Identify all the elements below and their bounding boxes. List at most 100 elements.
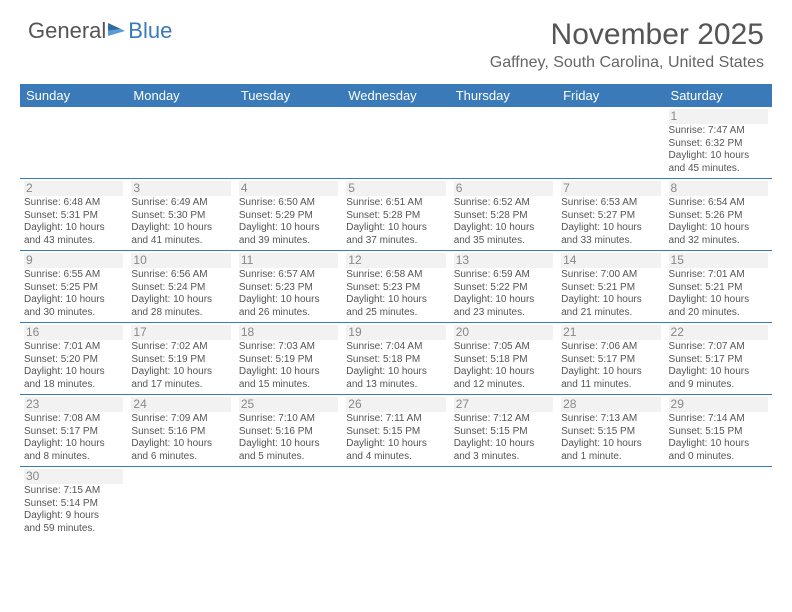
- daylight-text: Daylight: 10 hours: [131, 222, 230, 235]
- sunset-text: Sunset: 5:15 PM: [669, 426, 768, 439]
- sunrise-text: Sunrise: 6:52 AM: [454, 197, 553, 210]
- sunrise-text: Sunrise: 6:57 AM: [239, 269, 338, 282]
- sunset-text: Sunset: 5:17 PM: [24, 426, 123, 439]
- calendar-cell: 17Sunrise: 7:02 AMSunset: 5:19 PMDayligh…: [127, 323, 234, 395]
- day-number: 29: [669, 397, 768, 412]
- calendar-cell: [342, 467, 449, 539]
- calendar-cell: 10Sunrise: 6:56 AMSunset: 5:24 PMDayligh…: [127, 251, 234, 323]
- day-number: 7: [561, 181, 660, 196]
- day-number: 22: [669, 325, 768, 340]
- logo-text-general: General: [28, 18, 106, 44]
- calendar-cell: [342, 107, 449, 179]
- sunrise-text: Sunrise: 7:06 AM: [561, 341, 660, 354]
- day-header: Tuesday: [235, 84, 342, 107]
- calendar-cell: [557, 467, 664, 539]
- daylight-text: and 1 minute.: [561, 451, 660, 464]
- day-header: Friday: [557, 84, 664, 107]
- daylight-text: and 43 minutes.: [24, 235, 123, 248]
- daylight-text: and 23 minutes.: [454, 307, 553, 320]
- daylight-text: Daylight: 10 hours: [346, 438, 445, 451]
- month-title: November 2025: [490, 18, 764, 52]
- daylight-text: Daylight: 10 hours: [131, 438, 230, 451]
- sunset-text: Sunset: 5:20 PM: [24, 354, 123, 367]
- sunrise-text: Sunrise: 7:14 AM: [669, 413, 768, 426]
- daylight-text: and 5 minutes.: [239, 451, 338, 464]
- day-number: 18: [239, 325, 338, 340]
- sunset-text: Sunset: 5:19 PM: [131, 354, 230, 367]
- day-number: 6: [454, 181, 553, 196]
- calendar-cell: 15Sunrise: 7:01 AMSunset: 5:21 PMDayligh…: [665, 251, 772, 323]
- daylight-text: Daylight: 10 hours: [24, 438, 123, 451]
- day-number: 4: [239, 181, 338, 196]
- daylight-text: Daylight: 10 hours: [239, 294, 338, 307]
- daylight-text: and 17 minutes.: [131, 379, 230, 392]
- daylight-text: and 4 minutes.: [346, 451, 445, 464]
- day-number: 15: [669, 253, 768, 268]
- daylight-text: Daylight: 10 hours: [454, 438, 553, 451]
- day-number: 30: [24, 469, 123, 484]
- sunrise-text: Sunrise: 7:12 AM: [454, 413, 553, 426]
- daylight-text: Daylight: 10 hours: [669, 438, 768, 451]
- sunrise-text: Sunrise: 7:01 AM: [669, 269, 768, 282]
- sunrise-text: Sunrise: 7:07 AM: [669, 341, 768, 354]
- day-header: Monday: [127, 84, 234, 107]
- daylight-text: Daylight: 10 hours: [454, 366, 553, 379]
- daylight-text: Daylight: 10 hours: [346, 294, 445, 307]
- calendar-row: 30Sunrise: 7:15 AMSunset: 5:14 PMDayligh…: [20, 467, 772, 539]
- day-number: 26: [346, 397, 445, 412]
- daylight-text: Daylight: 10 hours: [561, 438, 660, 451]
- sunrise-text: Sunrise: 6:56 AM: [131, 269, 230, 282]
- daylight-text: Daylight: 10 hours: [561, 294, 660, 307]
- sunrise-text: Sunrise: 6:50 AM: [239, 197, 338, 210]
- sunrise-text: Sunrise: 6:58 AM: [346, 269, 445, 282]
- logo-text-blue: Blue: [128, 18, 172, 44]
- sunrise-text: Sunrise: 7:13 AM: [561, 413, 660, 426]
- daylight-text: and 15 minutes.: [239, 379, 338, 392]
- calendar-cell: 14Sunrise: 7:00 AMSunset: 5:21 PMDayligh…: [557, 251, 664, 323]
- sunrise-text: Sunrise: 6:49 AM: [131, 197, 230, 210]
- calendar-cell: 21Sunrise: 7:06 AMSunset: 5:17 PMDayligh…: [557, 323, 664, 395]
- sunrise-text: Sunrise: 7:03 AM: [239, 341, 338, 354]
- sunset-text: Sunset: 5:30 PM: [131, 210, 230, 223]
- sunset-text: Sunset: 5:25 PM: [24, 282, 123, 295]
- day-number: 17: [131, 325, 230, 340]
- calendar-cell: 30Sunrise: 7:15 AMSunset: 5:14 PMDayligh…: [20, 467, 127, 539]
- daylight-text: and 59 minutes.: [24, 523, 123, 536]
- daylight-text: and 8 minutes.: [24, 451, 123, 464]
- calendar-cell: 3Sunrise: 6:49 AMSunset: 5:30 PMDaylight…: [127, 179, 234, 251]
- calendar-cell: 18Sunrise: 7:03 AMSunset: 5:19 PMDayligh…: [235, 323, 342, 395]
- day-number: 20: [454, 325, 553, 340]
- sunset-text: Sunset: 5:18 PM: [346, 354, 445, 367]
- day-number: 5: [346, 181, 445, 196]
- sunset-text: Sunset: 5:21 PM: [561, 282, 660, 295]
- calendar-cell: 7Sunrise: 6:53 AMSunset: 5:27 PMDaylight…: [557, 179, 664, 251]
- calendar-body: 1Sunrise: 7:47 AMSunset: 6:32 PMDaylight…: [20, 107, 772, 538]
- calendar-cell: 19Sunrise: 7:04 AMSunset: 5:18 PMDayligh…: [342, 323, 449, 395]
- sunset-text: Sunset: 5:23 PM: [346, 282, 445, 295]
- sunset-text: Sunset: 5:22 PM: [454, 282, 553, 295]
- daylight-text: and 18 minutes.: [24, 379, 123, 392]
- day-number: 28: [561, 397, 660, 412]
- title-block: November 2025 Gaffney, South Carolina, U…: [490, 18, 764, 72]
- daylight-text: and 39 minutes.: [239, 235, 338, 248]
- daylight-text: Daylight: 10 hours: [239, 438, 338, 451]
- daylight-text: Daylight: 10 hours: [239, 366, 338, 379]
- sunset-text: Sunset: 5:28 PM: [454, 210, 553, 223]
- daylight-text: Daylight: 10 hours: [669, 366, 768, 379]
- day-header-row: Sunday Monday Tuesday Wednesday Thursday…: [20, 84, 772, 107]
- daylight-text: and 32 minutes.: [669, 235, 768, 248]
- sunset-text: Sunset: 5:17 PM: [669, 354, 768, 367]
- daylight-text: Daylight: 9 hours: [24, 510, 123, 523]
- sunrise-text: Sunrise: 6:55 AM: [24, 269, 123, 282]
- day-number: 23: [24, 397, 123, 412]
- calendar-cell: [235, 467, 342, 539]
- calendar-cell: 2Sunrise: 6:48 AMSunset: 5:31 PMDaylight…: [20, 179, 127, 251]
- daylight-text: and 6 minutes.: [131, 451, 230, 464]
- daylight-text: and 21 minutes.: [561, 307, 660, 320]
- day-number: 9: [24, 253, 123, 268]
- logo: General Blue: [28, 18, 172, 44]
- sunrise-text: Sunrise: 7:47 AM: [669, 125, 768, 138]
- sunset-text: Sunset: 5:16 PM: [239, 426, 338, 439]
- daylight-text: Daylight: 10 hours: [131, 366, 230, 379]
- day-number: 12: [346, 253, 445, 268]
